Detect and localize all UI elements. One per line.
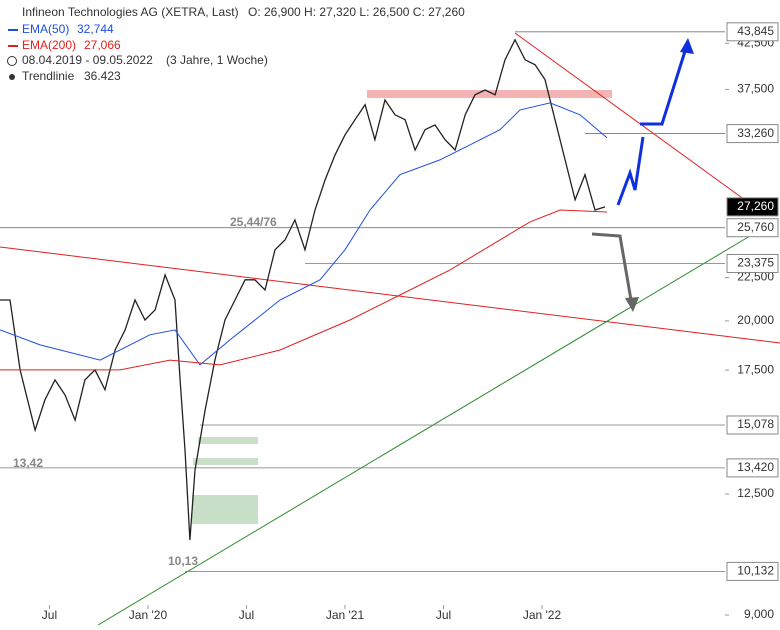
level-box	[726, 218, 779, 238]
level-label: 13,420	[737, 460, 774, 474]
forecast-arrow	[616, 136, 645, 206]
trend-line	[97, 229, 761, 626]
legend-value: 27,066	[84, 38, 121, 52]
forecast-arrow	[640, 47, 688, 126]
y-tick-label: 12,500	[737, 486, 774, 500]
level-label: 43,845	[737, 24, 774, 38]
level-label: 23,375	[737, 256, 774, 270]
ohlc: O: 26,900 H: 27,320 L: 26,500 C: 27,260	[248, 5, 465, 19]
level-box	[726, 253, 779, 273]
y-tick-label: 22,500	[737, 270, 774, 284]
annotation: 10,13	[168, 554, 198, 568]
annotation: 13,42	[13, 456, 43, 470]
x-tick-label: Jan '22	[523, 608, 562, 622]
trend-value: 36.423	[84, 69, 121, 83]
legend-label: EMA(200)	[22, 38, 76, 52]
x-tick-label: Jan '21	[326, 608, 365, 622]
trend-icon	[9, 74, 15, 80]
trend-line	[514, 32, 746, 201]
support-zone	[193, 458, 258, 465]
trend-name: Trendlinie	[22, 69, 75, 83]
y-tick-label: 9,000	[744, 607, 774, 621]
level-label: 27,260	[737, 199, 774, 213]
period: 08.04.2019 - 09.05.2022	[22, 53, 153, 67]
annotation: 25,44/76	[230, 215, 277, 229]
x-tick-label: Jul	[436, 608, 451, 622]
level-box	[726, 124, 779, 144]
level-label: 25,760	[737, 220, 774, 234]
title: Infineon Technologies AG (XETRA, Last)	[22, 5, 239, 19]
ema-line	[0, 102, 608, 366]
trend-line	[0, 246, 780, 344]
legend-value: 32,744	[77, 22, 114, 36]
level-box	[726, 197, 779, 217]
arrow-head	[680, 38, 694, 54]
resistance-zone	[367, 90, 612, 98]
support-zone	[198, 437, 258, 444]
x-tick-label: Jan '20	[129, 608, 168, 622]
y-tick-label: 20,000	[737, 313, 774, 327]
legend-label: EMA(50)	[22, 22, 69, 36]
clock-icon	[7, 56, 17, 66]
legend: Infineon Technologies AG (XETRA, Last) O…	[7, 5, 465, 83]
period-span: (3 Jahre, 1 Woche)	[166, 53, 268, 67]
level-box	[726, 415, 779, 435]
level-box	[726, 458, 779, 478]
support-zone	[192, 495, 258, 524]
price-line	[0, 38, 606, 541]
y-tick-label: 17,500	[737, 362, 774, 376]
level-box	[726, 561, 779, 581]
x-tick-label: Jul	[239, 608, 254, 622]
arrow-head	[625, 297, 639, 312]
level-box	[726, 22, 779, 42]
level-label: 33,260	[737, 126, 774, 140]
forecast-arrow	[591, 232, 633, 301]
level-label: 15,078	[737, 417, 774, 431]
ema-line	[0, 209, 608, 371]
y-tick-label: 37,500	[737, 82, 774, 96]
level-label: 10,132	[737, 564, 774, 578]
x-tick-label: Jul	[42, 608, 57, 622]
